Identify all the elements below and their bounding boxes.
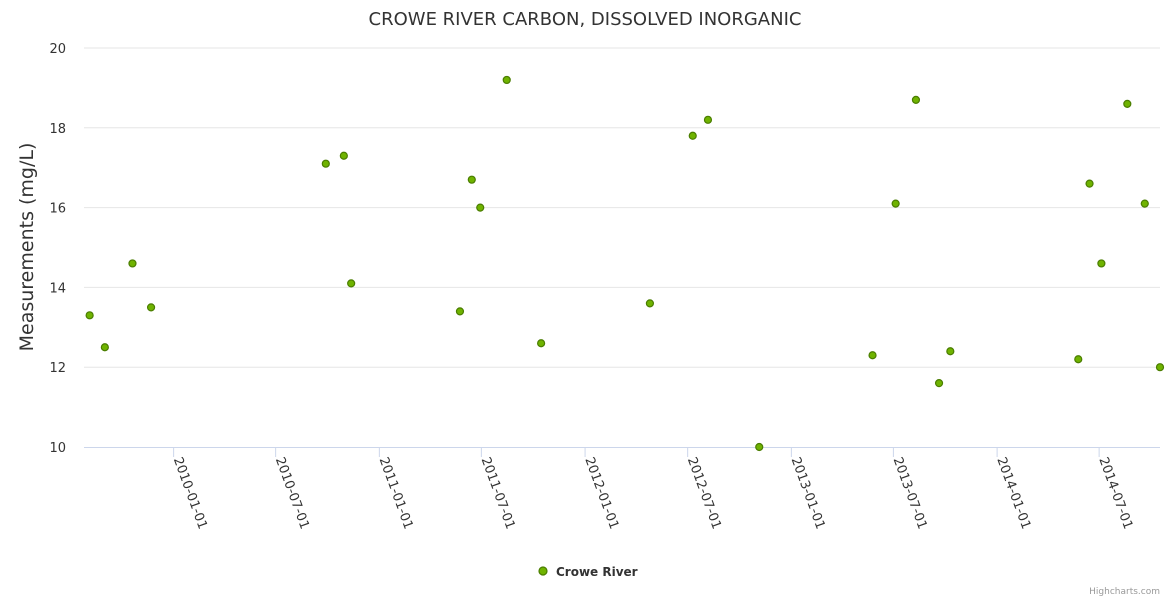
- data-point[interactable]: [1155, 363, 1165, 372]
- chart-title: CROWE RIVER CARBON, DISSOLVED INORGANIC: [369, 9, 802, 30]
- credits-link[interactable]: Highcharts.com: [1089, 587, 1160, 597]
- x-tick-label: 2010-07-01: [272, 455, 312, 531]
- data-point[interactable]: [946, 347, 955, 356]
- data-point[interactable]: [100, 343, 109, 352]
- x-tick-label: 2012-01-01: [581, 455, 621, 531]
- data-point[interactable]: [868, 351, 877, 360]
- data-point[interactable]: [128, 259, 137, 268]
- data-point[interactable]: [911, 95, 921, 104]
- data-point[interactable]: [645, 299, 655, 308]
- data-point[interactable]: [146, 303, 156, 312]
- data-point[interactable]: [1097, 259, 1106, 268]
- x-tick-label: 2011-01-01: [376, 455, 416, 531]
- data-point[interactable]: [1140, 199, 1149, 208]
- legend-marker[interactable]: [538, 566, 548, 576]
- x-tick-label: 2013-01-01: [788, 455, 828, 531]
- data-point[interactable]: [703, 115, 713, 124]
- y-tick-label: 18: [49, 122, 66, 137]
- x-tick-label: 2014-07-01: [1095, 455, 1135, 531]
- legend[interactable]: Crowe River: [538, 565, 638, 579]
- grid-lines: [84, 47, 1160, 368]
- data-point[interactable]: [467, 175, 476, 184]
- data-point[interactable]: [85, 311, 94, 320]
- data-point[interactable]: [1123, 99, 1132, 108]
- data-point[interactable]: [891, 199, 900, 208]
- y-tick-label: 10: [49, 441, 66, 456]
- series-crowe-river: [85, 75, 1165, 452]
- y-axis-label: Measurements (mg/L): [16, 143, 38, 352]
- y-tick-label: 20: [49, 42, 66, 57]
- x-tick-label: 2013-07-01: [890, 455, 930, 531]
- data-point[interactable]: [347, 279, 356, 288]
- data-point[interactable]: [502, 75, 511, 85]
- data-point[interactable]: [476, 203, 485, 212]
- x-tick-label: 2014-01-01: [993, 455, 1033, 531]
- y-tick-label: 12: [49, 361, 66, 376]
- data-point[interactable]: [1074, 355, 1083, 364]
- y-tick-label: 16: [49, 202, 66, 217]
- x-axis-ticks: 2010-01-01 2010-07-01 2011-01-01 2011-07-01…: [170, 447, 1135, 531]
- data-point[interactable]: [537, 339, 546, 348]
- data-point[interactable]: [688, 131, 697, 140]
- data-point[interactable]: [1085, 179, 1094, 188]
- data-point[interactable]: [321, 159, 330, 168]
- data-point[interactable]: [339, 151, 348, 160]
- y-axis-ticks: 10 12 14 16 18 20: [49, 42, 66, 456]
- legend-label[interactable]: Crowe River: [556, 565, 638, 579]
- x-tick-label: 2012-07-01: [684, 455, 724, 531]
- data-point[interactable]: [455, 307, 465, 316]
- data-point[interactable]: [755, 442, 764, 452]
- data-point[interactable]: [934, 379, 944, 388]
- x-tick-label: 2010-01-01: [170, 455, 210, 531]
- y-tick-label: 14: [49, 281, 66, 296]
- x-tick-label: 2011-07-01: [478, 455, 518, 531]
